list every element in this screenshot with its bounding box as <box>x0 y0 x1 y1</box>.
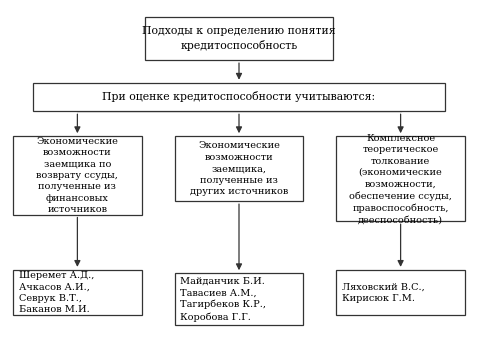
Text: Ляховский В.С.,
Кирисюк Г.М.: Ляховский В.С., Кирисюк Г.М. <box>342 282 424 303</box>
FancyBboxPatch shape <box>174 273 304 325</box>
Text: Комплексное
теоретическое
толкование
(экономические
возможности,
обеспечение ссу: Комплексное теоретическое толкование (эк… <box>349 134 452 224</box>
FancyBboxPatch shape <box>145 17 333 60</box>
FancyBboxPatch shape <box>33 83 445 111</box>
FancyBboxPatch shape <box>174 136 304 202</box>
FancyBboxPatch shape <box>13 270 142 315</box>
FancyBboxPatch shape <box>13 136 142 215</box>
Text: Подходы к определению понятия
кредитоспособность: Подходы к определению понятия кредитоспо… <box>142 26 336 50</box>
Text: При оценке кредитоспособности учитываются:: При оценке кредитоспособности учитываютс… <box>102 91 376 103</box>
FancyBboxPatch shape <box>336 270 465 315</box>
Text: Экономические
возможности
заемщика,
полученные из
других источников: Экономические возможности заемщика, полу… <box>190 142 288 196</box>
FancyBboxPatch shape <box>336 136 465 221</box>
Text: Шеремет А.Д.,
Ачкасов А.И.,
Севрук В.Т.,
Баканов М.И.: Шеремет А.Д., Ачкасов А.И., Севрук В.Т.,… <box>19 271 94 314</box>
Text: Майданчик Б.И.
Тавасиев А.М.,
Тагирбеков К.Р.,
Коробова Г.Г.: Майданчик Б.И. Тавасиев А.М., Тагирбеков… <box>180 277 266 322</box>
Text: Экономические
возможности
заемщика по
возврату ссуды,
полученные из
финансовых
и: Экономические возможности заемщика по во… <box>36 137 119 214</box>
